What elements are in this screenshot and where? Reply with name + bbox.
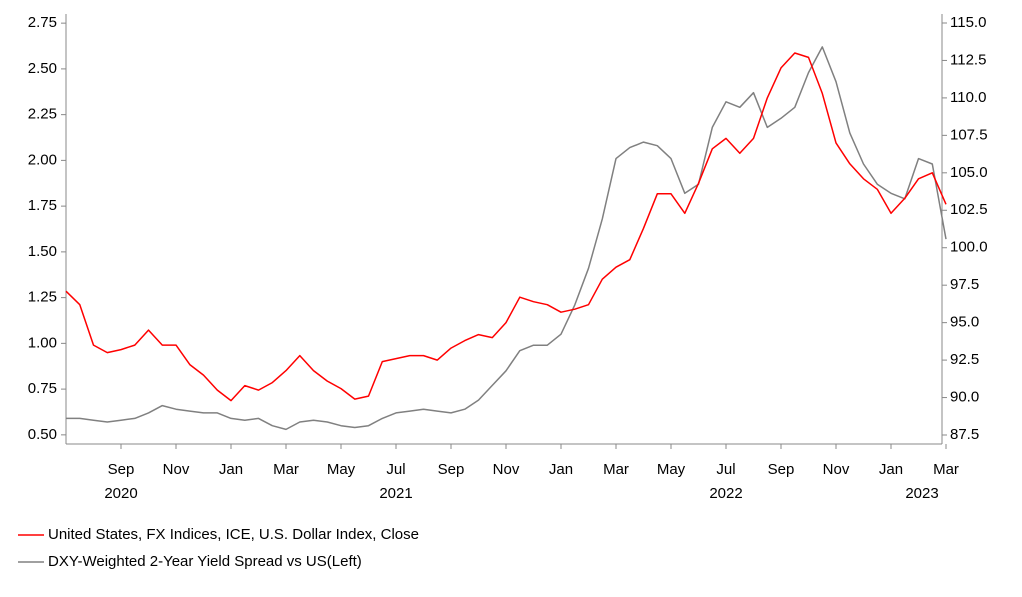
y2-tick-label: 90.0 [950,389,979,406]
y2-tick-label: 95.0 [950,314,979,331]
y2-tick-label: 92.5 [950,351,979,368]
y-tick-label: 2.25 [28,106,57,123]
x-year-label: 2023 [905,485,938,502]
y2-tick-label: 107.5 [950,126,988,143]
x-tick-label: Mar [933,461,959,478]
x-tick-label: Jan [549,461,573,478]
y-tick-label: 1.50 [28,243,57,260]
y-tick-label: 2.75 [28,14,57,31]
x-year-label: 2021 [379,485,412,502]
x-tick-label: Nov [163,461,190,478]
x-tick-label: Mar [603,461,629,478]
y-tick-label: 1.00 [28,334,57,351]
x-tick-label: May [657,461,686,478]
x-tick-label: Sep [108,461,135,478]
y-tick-label: 1.25 [28,289,57,306]
x-year-label: 2022 [709,485,742,502]
x-tick-label: Jan [879,461,903,478]
y2-tick-label: 105.0 [950,164,988,181]
data-line [65,52,947,402]
x-year-label: 2020 [104,485,137,502]
x-tick-label: Jul [716,461,735,478]
x-tick-label: Mar [273,461,299,478]
x-tick-label: Sep [768,461,795,478]
y-tick-label: 0.50 [28,426,57,443]
y-tick-label: 2.50 [28,60,57,77]
x-tick-label: Jan [219,461,243,478]
legend-label: United States, FX Indices, ICE, U.S. Dol… [48,526,419,543]
y-tick-label: 2.00 [28,151,57,168]
y2-tick-label: 115.0 [950,14,986,31]
x-tick-label: Nov [493,461,520,478]
y2-tick-label: 100.0 [950,239,988,256]
x-tick-label: May [327,461,356,478]
y2-tick-label: 102.5 [950,201,988,218]
y-tick-label: 1.75 [28,197,57,214]
x-tick-label: Jul [386,461,405,478]
data-line [66,46,947,431]
x-tick-label: Sep [438,461,465,478]
y2-tick-label: 110.0 [950,89,986,106]
x-tick-label: Nov [823,461,850,478]
y-tick-label: 0.75 [28,380,57,397]
y2-tick-label: 97.5 [950,276,979,293]
y2-tick-label: 112.5 [950,51,986,68]
y2-tick-label: 87.5 [950,426,979,443]
legend-label: DXY-Weighted 2-Year Yield Spread vs US(L… [48,553,362,570]
